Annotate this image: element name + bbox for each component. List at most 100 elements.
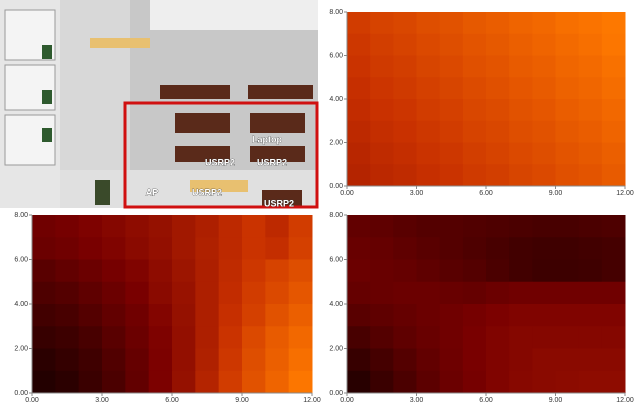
heat-cell	[532, 56, 556, 78]
heat-cell	[509, 12, 533, 34]
y-tick-label: 4.00	[329, 96, 343, 103]
heat-cell	[393, 164, 417, 186]
heat-cell	[289, 260, 313, 283]
heat-cell	[219, 326, 243, 349]
heat-cell	[532, 121, 556, 143]
heat-cell	[125, 371, 149, 394]
device-label: USRP2	[205, 157, 235, 167]
y-tick-label: 6.00	[14, 256, 28, 263]
heat-cell	[55, 237, 79, 260]
heat-cell	[219, 371, 243, 394]
heat-cell	[347, 121, 371, 143]
heat-cell	[579, 34, 603, 56]
heat-cell	[393, 77, 417, 99]
heat-cell	[532, 371, 556, 394]
heat-cell	[602, 349, 626, 372]
heat-cell	[532, 77, 556, 99]
heat-cell	[242, 326, 266, 349]
heat-cell	[417, 304, 441, 327]
heat-cell	[55, 349, 79, 372]
heat-cell	[440, 77, 464, 99]
heat-cell	[265, 349, 289, 372]
heat-cell	[556, 121, 580, 143]
heat-cell	[579, 99, 603, 121]
heat-cell	[417, 143, 441, 165]
heat-cell	[486, 260, 510, 283]
desk	[175, 113, 230, 133]
heat-cell	[347, 215, 371, 238]
heat-cell	[370, 143, 394, 165]
figure: Laptop USRP2 USRP2 AP USRP2 USRP2 0.003.…	[0, 0, 635, 402]
heat-cell	[370, 77, 394, 99]
y-tick-label: 6.00	[329, 256, 343, 263]
heat-cell	[195, 237, 219, 260]
heat-cell	[532, 164, 556, 186]
heat-cell	[417, 99, 441, 121]
heat-cell	[556, 99, 580, 121]
heat-cell	[195, 215, 219, 238]
x-tick-label: 0.00	[340, 190, 354, 197]
heat-cell	[602, 371, 626, 394]
heat-cell	[265, 371, 289, 394]
heat-cell	[417, 56, 441, 78]
heat-cell	[32, 237, 56, 260]
heat-cell	[102, 371, 126, 394]
heat-cell	[347, 349, 371, 372]
heat-cell	[55, 282, 79, 305]
heat-cell	[55, 371, 79, 394]
heat-cell	[463, 349, 487, 372]
heat-cell	[602, 99, 626, 121]
heat-cell	[102, 349, 126, 372]
heat-cell	[242, 215, 266, 238]
heat-cell	[602, 260, 626, 283]
heat-cell	[556, 326, 580, 349]
heat-cell	[370, 371, 394, 394]
heat-cell	[532, 326, 556, 349]
heat-cell	[125, 326, 149, 349]
heat-cell	[32, 282, 56, 305]
heat-cell	[486, 143, 510, 165]
x-tick-label: 6.00	[479, 190, 493, 197]
heat-cell	[532, 260, 556, 283]
heat-cell	[347, 99, 371, 121]
heat-cell	[149, 282, 173, 305]
heat-cell	[172, 282, 196, 305]
device-label: USRP2	[192, 187, 222, 197]
heat-cell	[463, 237, 487, 260]
heat-cell	[440, 371, 464, 394]
heat-cell	[172, 326, 196, 349]
heat-cell	[149, 215, 173, 238]
heat-cell	[32, 326, 56, 349]
heat-cell	[602, 34, 626, 56]
heat-cell	[509, 371, 533, 394]
x-tick-label: 6.00	[165, 397, 179, 402]
heat-cell	[219, 304, 243, 327]
heat-cell	[289, 326, 313, 349]
heat-cell	[579, 326, 603, 349]
wall	[150, 0, 318, 30]
cabinet	[95, 180, 110, 205]
y-tick-label: 4.00	[14, 301, 28, 308]
heat-cell	[440, 349, 464, 372]
heat-cell	[463, 99, 487, 121]
y-tick-label: 8.00	[14, 212, 28, 219]
x-tick-label: 12.00	[303, 397, 321, 402]
heat-cell	[102, 260, 126, 283]
heat-cell	[347, 143, 371, 165]
heat-cell	[393, 121, 417, 143]
door	[42, 128, 52, 142]
heat-cell	[265, 282, 289, 305]
heat-cell	[463, 326, 487, 349]
heat-cell	[532, 99, 556, 121]
heat-cell	[602, 282, 626, 305]
heat-cell	[393, 349, 417, 372]
heat-cell	[242, 237, 266, 260]
y-tick-label: 0.00	[329, 390, 343, 397]
heat-cell	[486, 326, 510, 349]
heat-cell	[486, 371, 510, 394]
heat-cell	[347, 237, 371, 260]
heat-cell	[579, 164, 603, 186]
heat-cell	[370, 121, 394, 143]
heat-cell	[393, 56, 417, 78]
heat-cell	[602, 304, 626, 327]
